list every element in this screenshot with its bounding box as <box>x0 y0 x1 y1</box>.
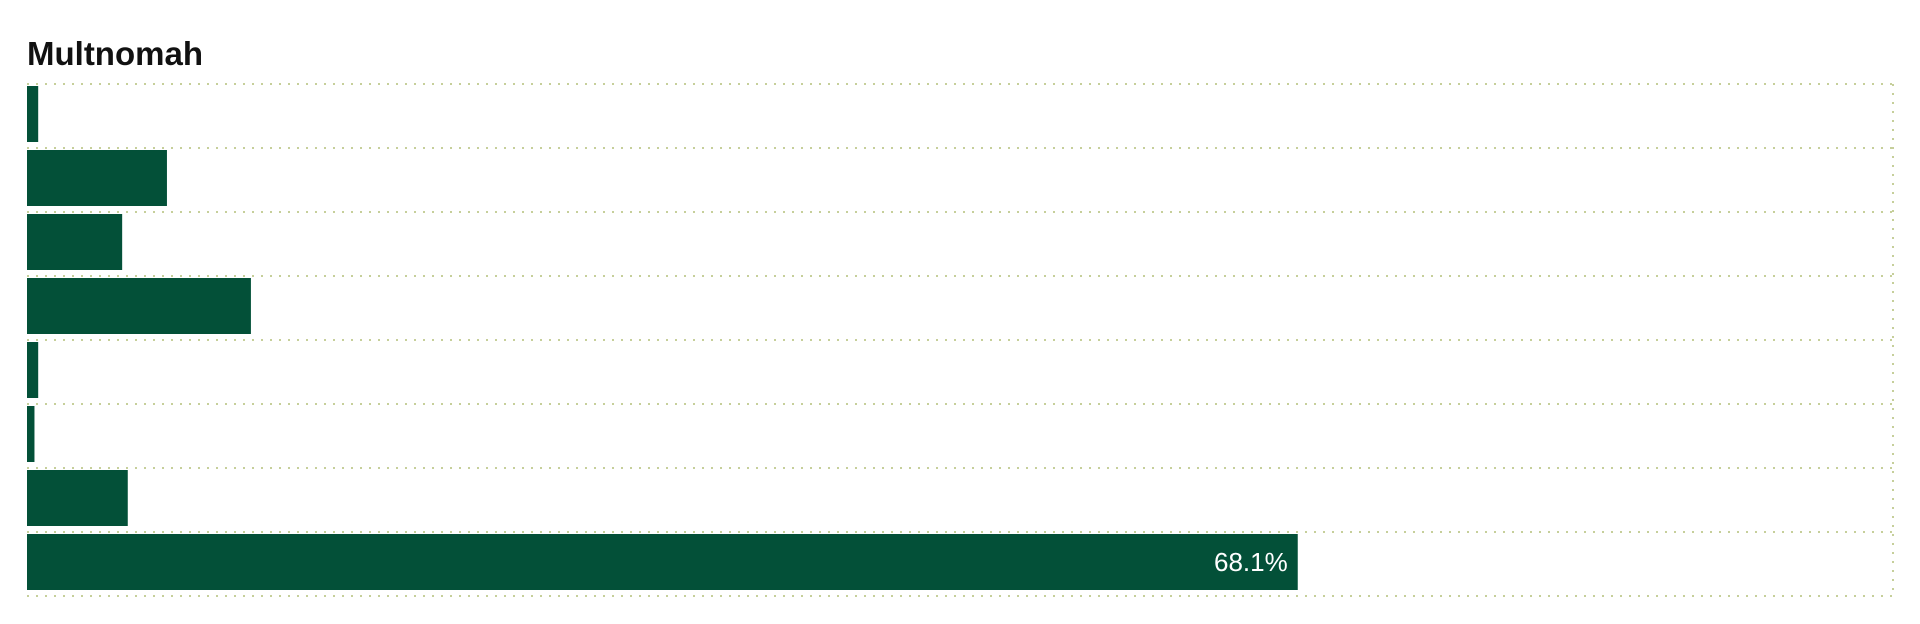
bar[interactable] <box>27 470 128 526</box>
bar[interactable] <box>27 86 39 142</box>
bar[interactable] <box>27 278 251 334</box>
bar[interactable] <box>27 214 123 270</box>
bar[interactable] <box>27 534 1298 590</box>
bar-value-label: 68.1% <box>1214 547 1288 577</box>
bar[interactable] <box>27 150 167 206</box>
bar[interactable] <box>27 342 39 398</box>
chart-title: Multnomah <box>27 35 203 72</box>
bar[interactable] <box>27 406 35 462</box>
